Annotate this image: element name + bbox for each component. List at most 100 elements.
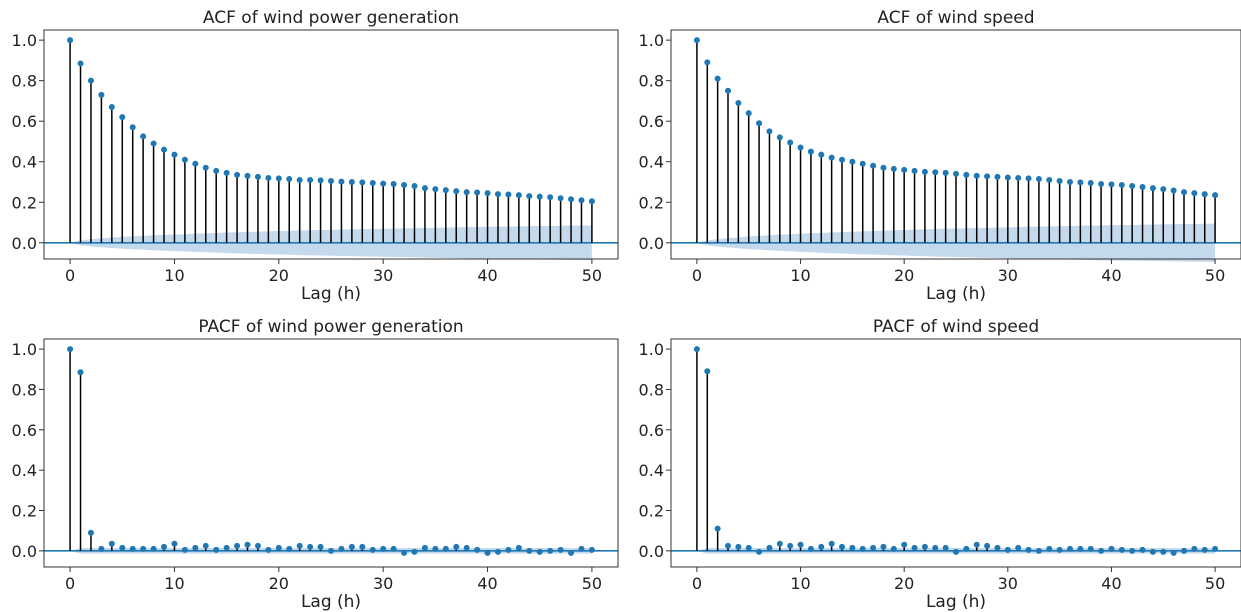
y-tick-label: 0.0 <box>639 234 664 253</box>
data-point <box>380 545 387 552</box>
data-point <box>807 545 814 552</box>
data-point <box>67 37 74 44</box>
y-tick-label: 0.8 <box>12 380 37 399</box>
x-tick-label: 30 <box>373 266 393 285</box>
data-point <box>192 544 199 551</box>
data-point <box>901 541 908 548</box>
data-point <box>77 60 84 67</box>
x-tick-label: 0 <box>65 574 75 593</box>
data-point <box>140 545 147 552</box>
data-point <box>797 144 804 151</box>
data-point <box>880 164 887 171</box>
data-point <box>401 549 408 556</box>
data-point <box>181 156 188 163</box>
data-point <box>849 544 856 551</box>
data-point <box>547 547 554 554</box>
data-point <box>317 543 324 550</box>
x-axis-label: Lag (h) <box>301 284 361 304</box>
data-point <box>1149 185 1156 192</box>
data-point <box>526 193 533 200</box>
data-point <box>901 166 908 173</box>
data-point <box>1170 549 1177 556</box>
data-point <box>223 169 230 176</box>
data-point <box>453 543 460 550</box>
data-point <box>1201 191 1208 198</box>
chart-title: PACF of wind power generation <box>198 317 463 337</box>
data-point <box>463 189 470 196</box>
data-point <box>693 346 700 353</box>
data-point <box>932 544 939 551</box>
data-point <box>1015 174 1022 181</box>
data-point <box>984 173 991 180</box>
y-tick-label: 0.6 <box>12 421 37 440</box>
data-point <box>432 545 439 552</box>
data-point <box>474 546 481 553</box>
data-point <box>161 543 168 550</box>
data-point <box>787 542 794 549</box>
x-tick-label: 10 <box>790 574 810 593</box>
data-point <box>1118 182 1125 189</box>
data-point <box>515 192 522 199</box>
data-point <box>557 195 564 202</box>
y-tick-label: 1.0 <box>639 31 664 50</box>
data-point <box>1139 184 1146 191</box>
data-point <box>921 543 928 550</box>
data-point <box>557 546 564 553</box>
data-point <box>244 172 251 179</box>
data-point <box>1139 546 1146 553</box>
x-tick-label: 10 <box>790 266 810 285</box>
data-point <box>1160 548 1167 555</box>
x-tick-label: 20 <box>269 266 289 285</box>
x-tick-label: 40 <box>477 574 497 593</box>
data-point <box>202 164 209 171</box>
data-point <box>994 544 1001 551</box>
x-axis-label: Lag (h) <box>926 592 986 612</box>
data-point <box>296 176 303 183</box>
data-point <box>265 174 272 181</box>
x-tick-label: 0 <box>65 266 75 285</box>
y-tick-label: 0.8 <box>639 72 664 91</box>
data-point <box>359 543 366 550</box>
data-point <box>192 160 199 167</box>
x-tick-label: 50 <box>1205 266 1225 285</box>
data-point <box>87 77 94 84</box>
data-point <box>338 178 345 185</box>
data-point <box>1201 546 1208 553</box>
data-point <box>1056 546 1063 553</box>
data-point <box>745 544 752 551</box>
data-point <box>870 162 877 169</box>
y-tick-label: 0.0 <box>12 234 37 253</box>
data-point <box>1129 547 1136 554</box>
data-point <box>1118 546 1125 553</box>
data-point <box>776 134 783 141</box>
data-point <box>1046 545 1053 552</box>
data-point <box>348 178 355 185</box>
data-point <box>505 191 512 198</box>
data-point <box>296 542 303 549</box>
x-axis-label: Lag (h) <box>301 592 361 612</box>
data-point <box>275 544 282 551</box>
y-tick-label: 0.8 <box>12 72 37 91</box>
x-tick-label: 50 <box>582 574 602 593</box>
data-point <box>265 546 272 553</box>
chart-title: ACF of wind speed <box>877 8 1034 28</box>
data-point <box>776 540 783 547</box>
data-point <box>1004 174 1011 181</box>
data-point <box>766 544 773 551</box>
data-point <box>463 544 470 551</box>
data-point <box>1212 545 1219 552</box>
data-point <box>1077 179 1084 186</box>
data-point <box>973 541 980 548</box>
data-point <box>859 160 866 167</box>
data-point <box>328 547 334 554</box>
data-point <box>1098 181 1105 188</box>
data-point <box>911 167 918 174</box>
data-point <box>213 546 220 553</box>
data-point <box>254 542 261 549</box>
y-tick-label: 0.4 <box>639 153 664 172</box>
data-point <box>1212 192 1219 199</box>
data-point <box>244 541 251 548</box>
data-point <box>536 193 543 200</box>
data-point <box>818 151 825 158</box>
x-axis-label: Lag (h) <box>926 284 986 304</box>
